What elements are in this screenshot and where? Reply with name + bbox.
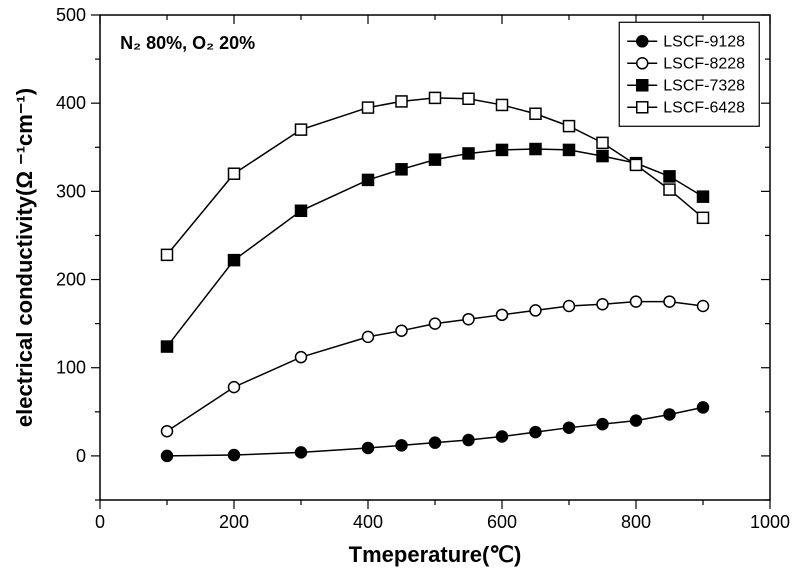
y-tick-label: 0 [76,446,86,466]
legend: LSCF-9128 LSCF-8228 LSCF-7328 LSCF-6428 [619,22,759,126]
conductivity-chart: 0 200 400 600 800 1000 0 100 200 300 400 500 Tmepera… [0,0,805,586]
legend-label: LSCF-6428 [663,99,745,116]
x-tick-label: 800 [621,512,651,532]
x-tick-label: 600 [487,512,517,532]
y-axis-label: electrical conductivity(Ω ⁻¹cm⁻¹) [12,88,37,427]
y-tick-label: 300 [56,181,86,201]
y-tick-label: 500 [56,5,86,25]
y-tick-label: 100 [56,358,86,378]
x-axis-label: Tmeperature(℃) [349,542,522,567]
y-tick-label: 400 [56,93,86,113]
y-tick-label: 200 [56,270,86,290]
chart-container: 0 200 400 600 800 1000 0 100 200 300 400 500 Tmepera… [0,0,805,586]
gas-composition-annotation: N₂ 80%, O₂ 20% [120,33,255,53]
series-lscf-8228 [162,296,709,437]
x-tick-label: 200 [219,512,249,532]
legend-label: LSCF-7328 [663,77,745,94]
legend-label: LSCF-8228 [663,55,745,72]
legend-label: LSCF-9128 [663,33,745,50]
x-tick-label: 0 [95,512,105,532]
x-tick-label: 400 [353,512,383,532]
series-lscf-9128 [162,402,709,462]
x-tick-label: 1000 [750,512,790,532]
